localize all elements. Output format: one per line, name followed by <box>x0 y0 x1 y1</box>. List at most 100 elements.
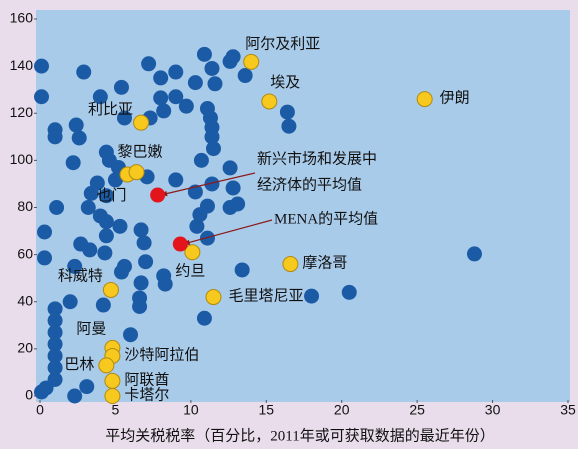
point <box>153 70 169 86</box>
point <box>47 129 63 145</box>
point <box>204 129 220 145</box>
highlighted-point <box>104 388 121 404</box>
x-tick-label: 20 <box>334 402 350 418</box>
y-tick-label: 120 <box>10 104 34 120</box>
y-tick-label: 0 <box>25 387 33 403</box>
point <box>47 313 63 329</box>
average-label: 经济体的平均值 <box>257 176 362 193</box>
point <box>65 155 81 171</box>
point <box>133 275 149 291</box>
point <box>47 360 63 376</box>
y-tick-label: 60 <box>17 245 33 261</box>
x-axis-label: 平均关税税率（百分比，2011年或可获取数据的最近年份） <box>105 427 494 444</box>
point <box>47 324 63 340</box>
point <box>80 200 96 215</box>
highlighted-point <box>282 256 299 273</box>
arrow <box>160 172 256 196</box>
point <box>38 380 54 396</box>
point <box>225 180 241 196</box>
point <box>187 75 203 91</box>
point-label: 也门 <box>96 187 126 204</box>
y-tick-label: 160 <box>10 10 34 26</box>
point <box>98 188 114 204</box>
highlighted-point <box>205 289 222 306</box>
point <box>47 348 63 364</box>
x-tick-label: 5 <box>112 402 120 418</box>
point <box>136 235 152 251</box>
point <box>466 246 482 262</box>
point <box>168 64 184 80</box>
point <box>83 185 99 201</box>
point-label: 利比亚 <box>88 101 133 118</box>
point <box>132 298 148 314</box>
arrow <box>183 219 273 245</box>
point <box>62 294 78 310</box>
point-label: 阿联酋 <box>124 370 169 388</box>
point <box>153 90 169 106</box>
highlighted-point <box>416 91 433 108</box>
point <box>92 89 108 105</box>
point <box>138 254 154 270</box>
average-point <box>150 187 166 203</box>
point <box>341 284 357 300</box>
point <box>79 379 95 395</box>
point-label: 科威特 <box>58 267 103 284</box>
y-tick-label: 20 <box>17 340 33 356</box>
point <box>204 176 220 192</box>
point <box>97 245 113 261</box>
point <box>234 262 250 278</box>
point <box>196 46 212 62</box>
point <box>98 228 114 244</box>
y-tick-label: 40 <box>17 292 33 308</box>
x-tick-label: 25 <box>409 402 425 418</box>
highlighted-point <box>98 357 115 374</box>
point <box>192 207 208 223</box>
point <box>230 196 246 212</box>
point <box>279 104 295 120</box>
point <box>37 250 53 266</box>
point <box>112 218 128 234</box>
point-label: 黎巴嫩 <box>118 144 163 161</box>
x-tick-label: 35 <box>560 402 576 418</box>
point <box>107 172 123 188</box>
highlighted-point <box>128 164 145 181</box>
x-tick-label: 30 <box>485 402 501 418</box>
point <box>67 388 83 404</box>
point <box>47 336 63 352</box>
point-label: 摩洛哥 <box>302 253 347 271</box>
point-label: 阿尔及利亚 <box>245 35 320 52</box>
average-label: 新兴市场和发展中 <box>257 150 377 167</box>
point <box>47 301 63 317</box>
point <box>34 58 50 74</box>
point <box>123 327 139 343</box>
point <box>304 288 320 304</box>
point <box>98 214 114 230</box>
point <box>225 49 241 65</box>
point <box>193 152 209 168</box>
point-label: 卡塔尔 <box>124 386 169 403</box>
average-label: MENA的平均值 <box>274 210 378 227</box>
point <box>116 110 132 126</box>
x-tick-label: 15 <box>258 402 274 418</box>
highlighted-point <box>261 93 278 110</box>
highlighted-point <box>133 114 150 131</box>
point-label: 埃及 <box>270 74 300 91</box>
point <box>204 60 220 76</box>
point <box>157 276 173 292</box>
point <box>178 98 194 114</box>
y-tick-label: 100 <box>10 151 34 167</box>
x-tick-label: 0 <box>36 402 44 418</box>
point-label: 巴林 <box>64 356 94 373</box>
highlighted-point <box>102 281 119 298</box>
highlighted-point <box>243 53 260 70</box>
point <box>156 103 172 119</box>
point-label: 阿曼 <box>76 320 106 337</box>
x-tick-label: 10 <box>183 402 199 418</box>
point <box>141 56 157 72</box>
point-label: 伊朗 <box>440 90 470 107</box>
point <box>37 224 53 240</box>
point <box>95 297 111 313</box>
point-label: 约旦 <box>175 263 205 280</box>
